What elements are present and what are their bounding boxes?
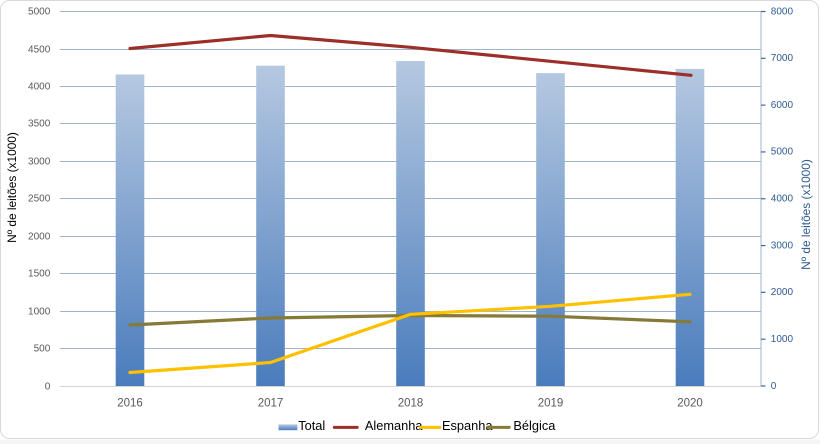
svg-text:2000: 2000 <box>771 287 794 298</box>
svg-text:3500: 3500 <box>28 119 51 130</box>
svg-text:5000: 5000 <box>771 147 794 158</box>
svg-text:0: 0 <box>45 382 51 393</box>
svg-text:Espanha: Espanha <box>442 418 493 433</box>
svg-text:Alemanha: Alemanha <box>365 418 424 433</box>
svg-text:7000: 7000 <box>771 53 794 64</box>
svg-text:2020: 2020 <box>677 397 703 409</box>
svg-text:2500: 2500 <box>28 194 51 205</box>
svg-text:1000: 1000 <box>771 334 794 345</box>
svg-text:Nº de leitões (x1000): Nº de leitões (x1000) <box>799 159 813 270</box>
svg-text:500: 500 <box>34 344 51 355</box>
svg-text:8000: 8000 <box>771 6 794 17</box>
svg-text:5000: 5000 <box>28 7 51 18</box>
svg-text:Nº de leitões (x1000): Nº de leitões (x1000) <box>5 132 19 243</box>
svg-text:4500: 4500 <box>28 45 51 56</box>
svg-text:4000: 4000 <box>28 82 51 93</box>
svg-text:Bélgica: Bélgica <box>513 418 556 433</box>
svg-text:3000: 3000 <box>771 240 794 251</box>
svg-text:2018: 2018 <box>398 397 424 409</box>
svg-text:2016: 2016 <box>117 397 143 409</box>
svg-text:1500: 1500 <box>28 269 51 280</box>
svg-text:2019: 2019 <box>538 397 564 409</box>
svg-text:4000: 4000 <box>771 194 794 205</box>
svg-text:3000: 3000 <box>28 157 51 168</box>
svg-text:1000: 1000 <box>28 307 51 318</box>
svg-text:Total: Total <box>298 418 325 433</box>
svg-text:2017: 2017 <box>258 397 284 409</box>
svg-text:2000: 2000 <box>28 232 51 243</box>
svg-text:0: 0 <box>771 381 777 392</box>
svg-text:6000: 6000 <box>771 100 794 111</box>
